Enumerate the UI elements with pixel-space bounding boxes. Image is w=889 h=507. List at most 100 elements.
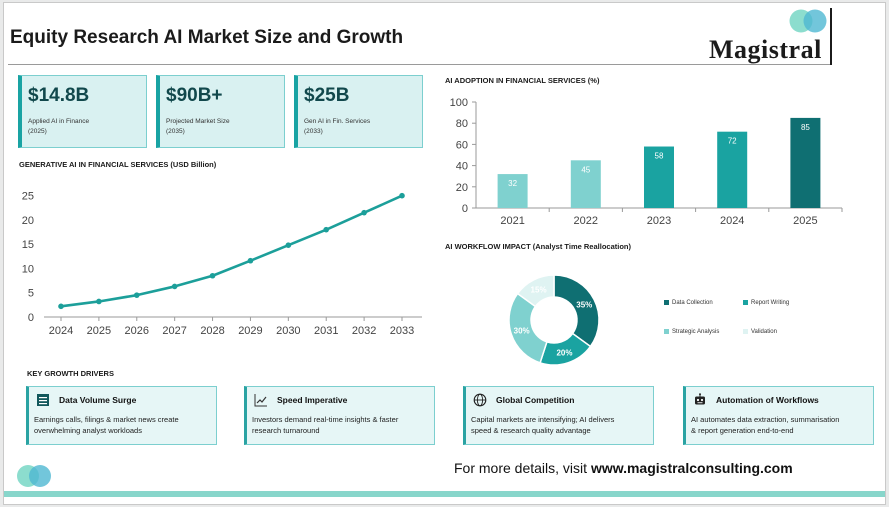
data-point: [247, 257, 254, 264]
driver-description-line: & report generation end-to-end: [691, 426, 794, 435]
y-tick-label: 60: [456, 139, 468, 151]
legend-label: Report Writing: [751, 300, 790, 307]
stat-card-projected-market: $90B+ Projected Market Size (2035): [156, 75, 285, 148]
trend-chart-icon: [254, 394, 267, 407]
legend-label: Strategic Analysis: [672, 329, 720, 336]
footer-link[interactable]: www.magistralconsulting.com: [590, 460, 793, 476]
legend-swatch: [664, 329, 669, 334]
legend-swatch: [664, 300, 669, 305]
data-point: [96, 298, 102, 305]
bar-value-label: 32: [508, 179, 517, 188]
data-point: [285, 242, 292, 248]
data-point: [399, 192, 405, 199]
footer-bar: [4, 491, 885, 497]
x-tick-label: 2028: [200, 325, 224, 337]
x-tick-label: 2030: [276, 325, 300, 337]
driver-card-data-volume: Data Volume Surge Earnings calls, filing…: [26, 386, 217, 445]
x-tick-label: 2031: [314, 325, 338, 337]
y-tick-label: 5: [28, 288, 34, 300]
driver-description: AI automates data extraction, summarisat…: [691, 414, 839, 436]
stat-card-applied-ai: $14.8B Applied AI in Finance (2025): [18, 75, 147, 148]
driver-description: Earnings calls, filings & market news cr…: [34, 414, 179, 436]
x-tick-label: 2024: [720, 215, 744, 227]
driver-title: Data Volume Surge: [59, 395, 137, 405]
donut-chart: 35% 20% 30% 15%: [508, 274, 600, 366]
bar: [790, 117, 821, 208]
x-tick-label: 2032: [352, 325, 376, 337]
donut-slice: [516, 274, 555, 308]
driver-title: Global Competition: [496, 395, 575, 405]
driver-description-line: research turnaround: [252, 426, 320, 435]
database-icon: [37, 394, 49, 406]
legend-item: Validation: [743, 329, 777, 335]
footer-text: For more details, visit www.magistralcon…: [454, 460, 793, 476]
x-tick-label: 2022: [574, 215, 598, 227]
legend-item: Report Writing: [743, 300, 789, 306]
robot-icon: [695, 393, 705, 405]
driver-description-line: overwhelming analyst workloads: [34, 426, 142, 435]
data-point: [171, 283, 178, 290]
data-point: [58, 303, 64, 310]
slice-label: 30%: [514, 327, 530, 336]
y-tick-label: 40: [456, 161, 468, 173]
slice-label: 15%: [531, 286, 547, 295]
stat-label: Gen AI in Fin. Services (2033): [304, 117, 422, 137]
donut-chart-title: AI WORKFLOW IMPACT (Analyst Time Realloc…: [445, 242, 631, 251]
bar: [570, 160, 601, 208]
title-divider: [8, 64, 830, 65]
y-tick-label: 0: [462, 203, 468, 215]
drivers-title: KEY GROWTH DRIVERS: [27, 369, 114, 378]
data-point: [209, 272, 216, 279]
driver-title: Automation of Workflows: [716, 395, 819, 405]
y-tick-label: 20: [456, 182, 468, 194]
x-tick-label: 2025: [793, 215, 817, 227]
y-tick-label: 100: [450, 97, 468, 109]
x-tick-label: 2025: [87, 325, 111, 337]
page-title: Equity Research AI Market Size and Growt…: [10, 27, 404, 48]
brand-logo-icon: [789, 9, 827, 33]
x-tick-label: 2026: [125, 325, 149, 337]
bar: [497, 174, 528, 208]
x-tick-label: 2029: [238, 325, 262, 337]
stat-label: Projected Market Size (2035): [166, 117, 284, 137]
donut-slice: [553, 274, 600, 348]
legend-swatch: [743, 300, 748, 305]
y-tick-label: 15: [22, 239, 34, 251]
driver-description-line: Capital markets are intensifying; AI del…: [471, 415, 615, 424]
data-point: [133, 292, 140, 298]
legend-item: Data Collection: [664, 300, 713, 306]
y-tick-label: 10: [22, 263, 34, 275]
driver-card-automation: Automation of Workflows AI automates dat…: [683, 386, 874, 445]
bar-value-label: 85: [801, 123, 810, 132]
series-line: [60, 194, 403, 308]
line-chart-title: GENERATIVE AI IN FINANCIAL SERVICES (USD…: [19, 160, 217, 169]
data-point: [361, 209, 367, 216]
stat-value: $90B+: [166, 85, 223, 106]
x-tick-label: 2023: [647, 215, 671, 227]
bar-chart: 0 20 40 60 80 100 32 2021 45 2022 58 2023 72 2024 85 20…: [450, 97, 843, 227]
globe-icon: [473, 393, 487, 407]
driver-description-line: Investors demand real-time insights & fa…: [252, 415, 399, 424]
bar: [644, 146, 674, 208]
stat-value: $14.8B: [28, 85, 90, 106]
legend-swatch: [743, 329, 748, 334]
driver-title: Speed Imperative: [277, 395, 348, 405]
donut-slice: [508, 292, 548, 364]
driver-description: Investors demand real-time insights & fa…: [252, 414, 398, 436]
bar-chart-title: AI ADOPTION IN FINANCIAL SERVICES (%): [445, 76, 600, 85]
stat-label-line: (2033): [304, 128, 323, 135]
stat-label-line: Projected Market Size: [166, 118, 230, 125]
x-tick-label: 2021: [500, 215, 524, 227]
data-point: [323, 226, 330, 233]
stat-value: $25B: [304, 85, 350, 106]
footer-prefix: For more details, visit: [454, 460, 591, 476]
stat-label-line: (2035): [166, 128, 185, 135]
driver-description-line: AI automates data extraction, summarisat…: [691, 415, 840, 424]
bar-value-label: 58: [655, 152, 664, 161]
slice-label: 20%: [556, 348, 572, 357]
bar-value-label: 72: [728, 137, 737, 146]
driver-description-line: speed & research quality advantage: [471, 426, 591, 435]
stat-label-line: Gen AI in Fin. Services: [304, 118, 371, 125]
x-tick-label: 2033: [390, 325, 414, 337]
